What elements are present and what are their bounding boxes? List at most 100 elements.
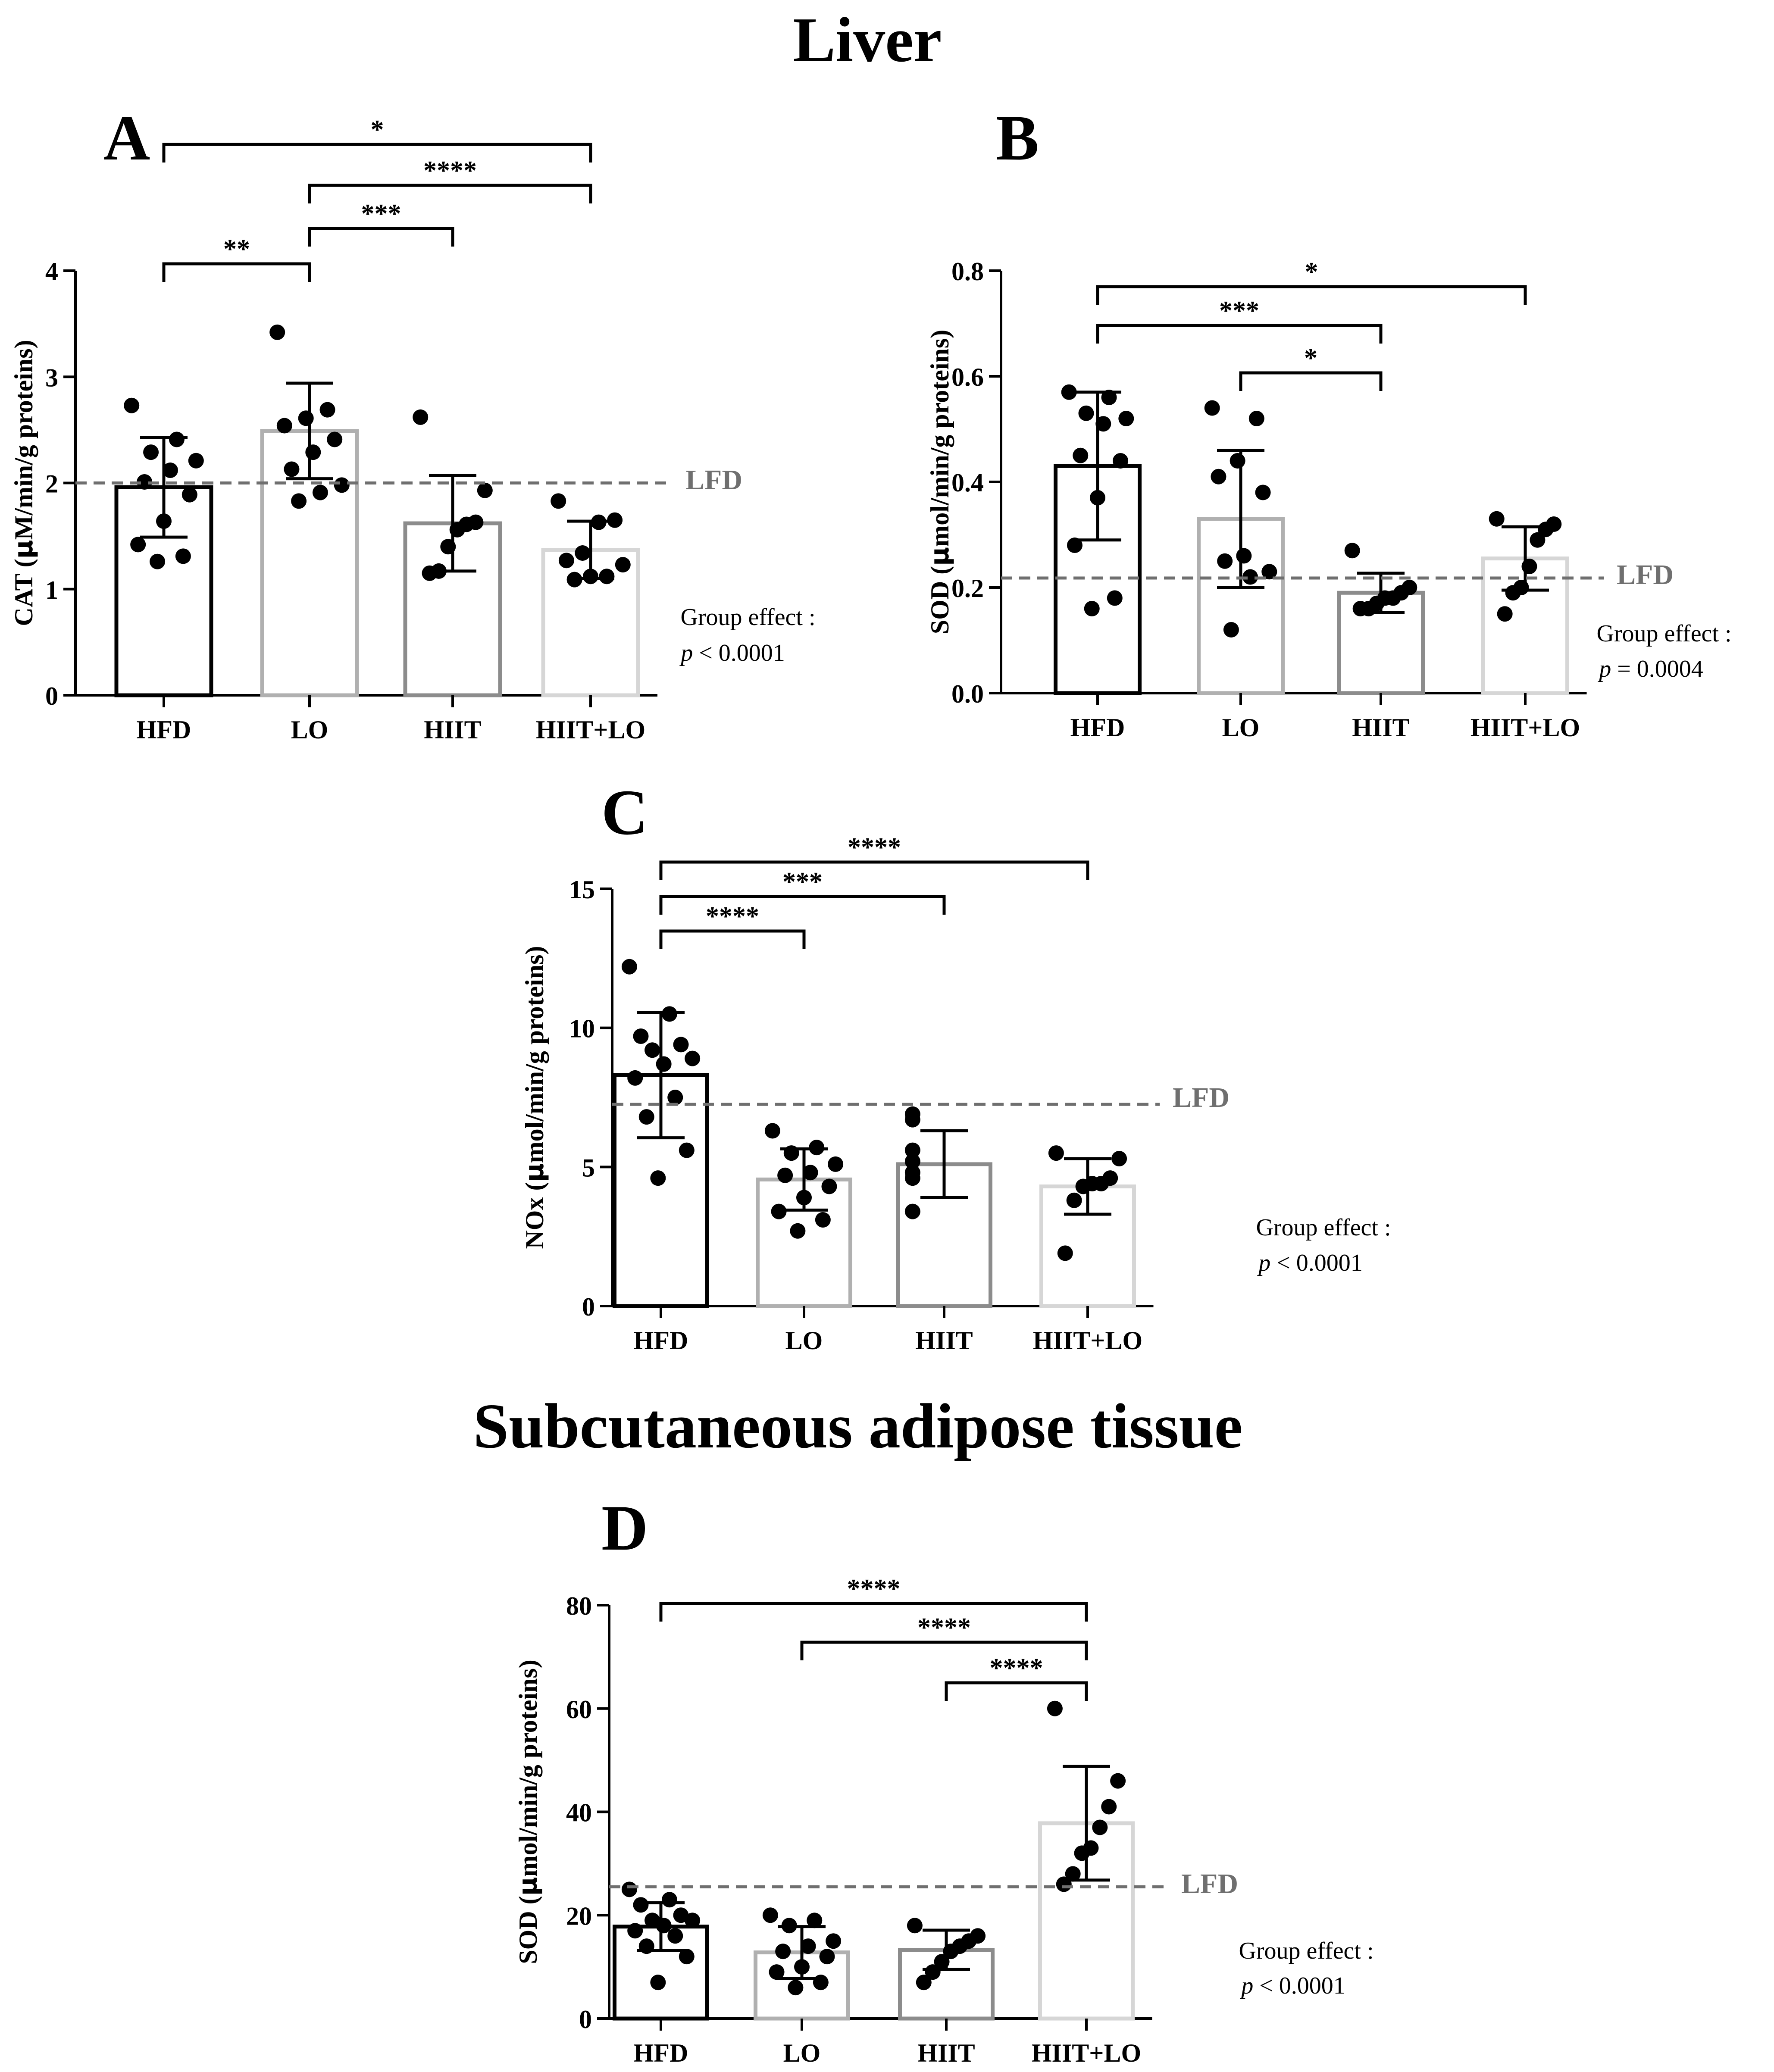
x-tick-label: HFD [634, 2039, 688, 2067]
y-tick-label: 0.6 [951, 363, 984, 391]
significance-stars: **** [706, 902, 759, 931]
p-value-label: p = 0.0004 [1597, 656, 1703, 682]
y-tick-label: 2 [45, 470, 58, 498]
data-point [828, 1156, 844, 1172]
data-point [1048, 1145, 1064, 1161]
data-point [685, 1050, 701, 1066]
p-value: < 0.0001 [1270, 1250, 1363, 1276]
data-point [1261, 564, 1277, 580]
x-tick-label: HIIT [917, 2039, 975, 2067]
data-point [1113, 453, 1129, 469]
data-point [638, 1109, 654, 1125]
y-axis-label-suffix: mol/min/g proteins) [926, 330, 954, 547]
significance-bracket [659, 929, 806, 949]
data-point [169, 431, 185, 447]
data-point [319, 402, 335, 418]
data-point [916, 1975, 932, 1991]
y-tick-label: 0 [582, 1293, 595, 1321]
data-point [1095, 416, 1111, 432]
significance-bracket [659, 860, 1089, 880]
significance-bracket [800, 1641, 1088, 1660]
group-effect-label: Group effect : [680, 604, 815, 631]
data-point [1236, 548, 1252, 564]
data-point [764, 1123, 780, 1139]
data-point [633, 1897, 649, 1913]
data-point [1211, 469, 1226, 484]
data-point [1073, 447, 1089, 463]
data-point [775, 1944, 791, 1959]
y-tick-label: 20 [566, 1902, 592, 1930]
x-tick-label: HIIT+LO [536, 716, 645, 744]
significance-bracket [308, 227, 454, 247]
y-axis-label-mu: µ [9, 540, 39, 559]
data-point [904, 1112, 920, 1128]
data-point [650, 1170, 666, 1186]
data-point [645, 1042, 660, 1058]
data-point [175, 548, 191, 564]
significance-stars: * [1304, 344, 1317, 373]
chart-panel-d: D 0 20 40 60 80 SOD (µmol/min/g proteins) HFD LO… [513, 1492, 1374, 2067]
data-point [667, 1090, 683, 1105]
data-point [815, 1212, 831, 1228]
data-point [650, 1975, 666, 1991]
data-point [1101, 1799, 1117, 1815]
y-axis-label: SOD (µmol/min/g proteins) [513, 1659, 543, 1964]
data-point [802, 1165, 818, 1181]
lfd-label: LFD [1173, 1082, 1230, 1113]
data-point [788, 1980, 804, 1996]
y-tick-label: 0.0 [951, 680, 984, 708]
significance-bracket [1096, 324, 1383, 344]
y-tick-label: 80 [566, 1592, 592, 1620]
group-effect-label: Group effect : [1256, 1214, 1391, 1241]
data-point [907, 1918, 923, 1934]
data-point [1242, 569, 1258, 585]
group-effect-label: Group effect : [1596, 620, 1731, 647]
significance-stars: ** [223, 234, 250, 264]
significance-bracket [162, 262, 311, 282]
significance-bracket [945, 1681, 1088, 1701]
y-axis-label: SOD (µmol/min/g proteins) [925, 330, 955, 634]
x-tick-label: HIIT [424, 716, 481, 744]
data-point [904, 1142, 920, 1158]
significance-stars: * [1305, 257, 1318, 287]
data-point [769, 1964, 785, 1980]
panel-letter: D [601, 1492, 648, 1564]
p-value-label: p < 0.0001 [1239, 1972, 1345, 1999]
data-point [1255, 484, 1271, 500]
panel-letter: A [103, 102, 150, 174]
data-point [150, 553, 166, 569]
panel-letter: B [996, 102, 1039, 174]
data-point [1065, 1866, 1081, 1882]
lfd-label: LFD [1617, 559, 1674, 591]
y-axis-label-mu: µ [519, 1163, 550, 1182]
group-effect-label: Group effect : [1239, 1938, 1374, 1964]
y-tick-label: 1 [45, 576, 58, 604]
y-tick-label: 0.4 [951, 469, 984, 497]
data-point [312, 484, 328, 500]
adipose-heading: Subcutaneous adipose tissue [473, 1391, 1243, 1462]
y-axis-label-prefix: SOD ( [926, 566, 954, 634]
x-tick-label: HFD [137, 716, 191, 744]
p-symbol: p [1597, 656, 1611, 682]
data-point [904, 1153, 920, 1169]
data-point [284, 461, 300, 477]
data-point [607, 512, 623, 528]
data-point [777, 1167, 793, 1183]
y-tick-label: 15 [569, 875, 595, 904]
data-point [137, 474, 153, 490]
data-point [181, 487, 197, 503]
data-point [1248, 411, 1264, 426]
data-point [1061, 384, 1077, 400]
data-point [422, 565, 438, 581]
data-point [1118, 411, 1134, 426]
p-value: = 0.0004 [1611, 656, 1703, 682]
y-tick-label: 0.2 [951, 574, 984, 603]
data-point [298, 410, 314, 426]
data-point [130, 537, 146, 553]
data-point [1352, 601, 1368, 616]
data-point [633, 1028, 649, 1044]
data-point [661, 1892, 677, 1908]
data-point [413, 409, 429, 425]
data-point [656, 1056, 672, 1072]
